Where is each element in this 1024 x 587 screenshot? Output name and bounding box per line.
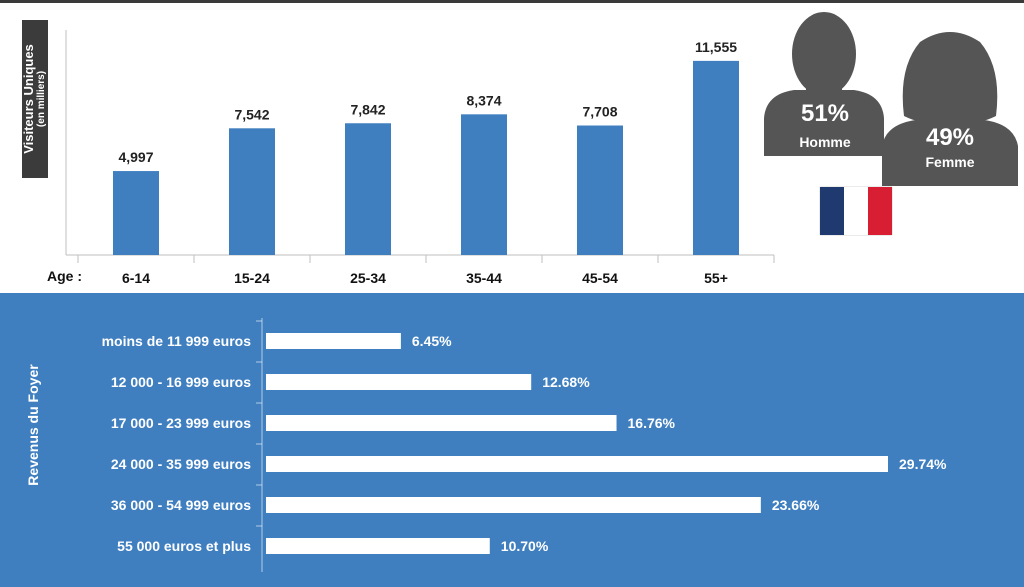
flag-red-stripe xyxy=(868,187,892,235)
income-value-label: 23.66% xyxy=(772,497,820,513)
age-bar-value-label: 4,997 xyxy=(118,149,153,165)
age-bar-value-label: 7,708 xyxy=(582,104,617,120)
income-bar xyxy=(266,456,888,472)
age-bar xyxy=(229,128,275,255)
income-bar xyxy=(266,333,401,349)
x-axis-label: Age : xyxy=(47,268,82,284)
age-bar-value-label: 7,542 xyxy=(234,106,269,122)
income-value-label: 29.74% xyxy=(899,456,947,472)
income-value-label: 6.45% xyxy=(412,333,452,349)
age-tick-label: 55+ xyxy=(704,270,728,286)
age-tick-label: 45-54 xyxy=(582,270,618,286)
income-bar xyxy=(266,374,532,390)
income-chart-panel xyxy=(0,293,1024,587)
top-border xyxy=(0,0,1024,3)
age-bar xyxy=(693,60,739,255)
female-percent: 49% xyxy=(925,124,975,151)
age-bar xyxy=(461,114,507,255)
male-label: Homme xyxy=(799,134,851,150)
income-category-label: 55 000 euros et plus xyxy=(117,538,251,554)
age-tick-label: 6-14 xyxy=(122,270,150,286)
male-person-icon xyxy=(764,12,884,156)
income-bar xyxy=(266,538,490,554)
male-percent: 51% xyxy=(800,100,850,127)
income-category-label: 12 000 - 16 999 euros xyxy=(111,374,251,390)
female-person-icon xyxy=(882,32,1018,186)
income-bar xyxy=(266,415,617,431)
income-value-label: 16.76% xyxy=(628,415,676,431)
income-category-label: moins de 11 999 euros xyxy=(102,333,252,349)
age-bar-chart: 4,997 6-14 7,542 15-24 7,842 25-34 8,374 35-44 7… xyxy=(65,30,775,286)
income-value-label: 12.68% xyxy=(542,374,590,390)
income-category-label: 24 000 - 35 999 euros xyxy=(111,456,251,472)
age-tick-label: 35-44 xyxy=(466,270,502,286)
income-category-label: 36 000 - 54 999 euros xyxy=(111,497,251,513)
age-bar-value-label: 8,374 xyxy=(466,92,501,108)
age-tick-label: 15-24 xyxy=(234,270,270,286)
age-bar xyxy=(577,125,623,255)
female-label: Femme xyxy=(925,154,975,170)
income-value-label: 10.70% xyxy=(501,538,549,554)
flag-white-stripe xyxy=(844,187,868,235)
age-bar xyxy=(345,123,391,256)
age-bar-value-label: 7,842 xyxy=(350,101,385,117)
age-bar-value-label: 11,555 xyxy=(695,39,737,55)
flag-blue-stripe xyxy=(820,187,844,235)
income-bar xyxy=(266,497,761,513)
age-tick-label: 25-34 xyxy=(350,270,386,286)
age-bar xyxy=(113,171,159,255)
france-flag xyxy=(820,187,892,235)
age-chart-y-axis-label: Visiteurs Uniques (en milliers) xyxy=(21,20,48,178)
income-category-label: 17 000 - 23 999 euros xyxy=(111,415,251,431)
